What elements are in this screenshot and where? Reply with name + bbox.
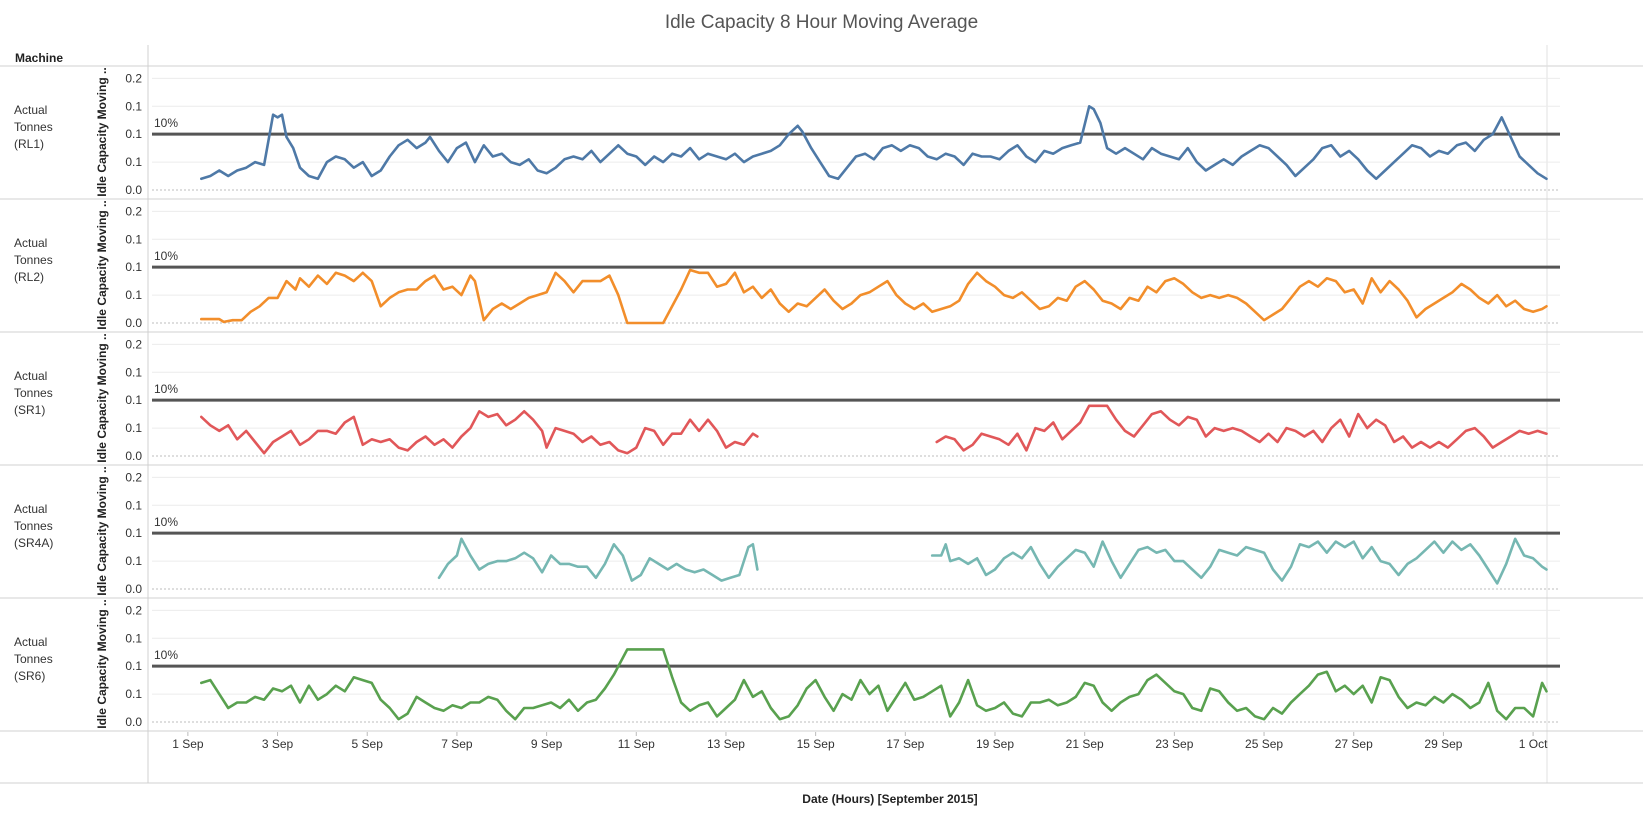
panel-5: 0.0 0.1 0.1 0.1 0.2 10% Actual Tonnes (SR6) Idle … xyxy=(0,599,1643,732)
row-label: (SR1) xyxy=(14,403,45,417)
x-tick-label: 5 Sep xyxy=(352,737,384,751)
row-header: Machine xyxy=(15,51,63,65)
x-tick-label: 23 Sep xyxy=(1155,737,1193,751)
series-line xyxy=(200,648,1548,721)
row-label: (SR4A) xyxy=(14,536,53,550)
y-axis-title: Idle Capacity Moving .. xyxy=(95,67,109,196)
row-label: Actual xyxy=(14,369,47,383)
chart-panels: 0.0 0.1 0.1 0.1 0.2 10% Actual Tonnes (RL1) Idle … xyxy=(0,67,1643,732)
y-tick-label: 0.0 xyxy=(125,449,142,463)
y-tick-label: 0.1 xyxy=(125,232,142,246)
y-tick-label: 0.1 xyxy=(125,687,142,701)
x-tick-label: 29 Sep xyxy=(1424,737,1462,751)
chart-title: Idle Capacity 8 Hour Moving Average xyxy=(664,12,979,33)
row-label: Tonnes xyxy=(14,519,53,533)
y-tick-label: 0.2 xyxy=(125,470,142,484)
row-label: Tonnes xyxy=(14,386,53,400)
y-tick-label: 0.1 xyxy=(125,99,142,113)
y-axis-title: Idle Capacity Moving .. xyxy=(95,466,109,595)
reference-label: 10% xyxy=(154,249,178,263)
x-tick-label: 9 Sep xyxy=(531,737,563,751)
x-tick-label: 1 Sep xyxy=(172,737,204,751)
x-tick-label: 13 Sep xyxy=(707,737,745,751)
panel-3: 0.0 0.1 0.1 0.1 0.2 10% Actual Tonnes (SR1) Idle … xyxy=(0,333,1643,466)
y-tick-label: 0.1 xyxy=(125,365,142,379)
y-tick-label: 0.2 xyxy=(125,204,142,218)
y-tick-label: 0.1 xyxy=(125,155,142,169)
x-axis-title: Date (Hours) [September 2015] xyxy=(802,792,977,806)
y-tick-label: 0.1 xyxy=(125,498,142,512)
row-label: (RL2) xyxy=(14,270,44,284)
y-axis-title: Idle Capacity Moving .. xyxy=(95,599,109,728)
y-tick-label: 0.1 xyxy=(125,127,142,141)
y-tick-label: 0.1 xyxy=(125,288,142,302)
y-axis-title: Idle Capacity Moving .. xyxy=(95,200,109,329)
panel-4: 0.0 0.1 0.1 0.1 0.2 10% Actual Tonnes (SR4A) Idle… xyxy=(0,466,1643,599)
y-axis-title: Idle Capacity Moving .. xyxy=(95,333,109,462)
x-tick-label: 3 Sep xyxy=(262,737,294,751)
y-tick-label: 0.2 xyxy=(125,71,142,85)
row-label: Actual xyxy=(14,103,47,117)
x-tick-label: 7 Sep xyxy=(441,737,473,751)
x-tick-label: 19 Sep xyxy=(976,737,1014,751)
panel-1: 0.0 0.1 0.1 0.1 0.2 10% Actual Tonnes (RL1) Idle … xyxy=(0,67,1643,200)
x-tick-label: 25 Sep xyxy=(1245,737,1283,751)
panel-2: 0.0 0.1 0.1 0.1 0.2 10% Actual Tonnes (RL2) Idle … xyxy=(0,200,1643,333)
series-line xyxy=(200,105,1548,181)
row-label: Actual xyxy=(14,635,47,649)
y-tick-label: 0.1 xyxy=(125,554,142,568)
row-label: (RL1) xyxy=(14,137,44,151)
y-tick-label: 0.1 xyxy=(125,659,142,673)
y-tick-label: 0.1 xyxy=(125,526,142,540)
row-label: Actual xyxy=(14,236,47,250)
row-label: Actual xyxy=(14,502,47,516)
y-tick-label: 0.2 xyxy=(125,603,142,617)
y-tick-label: 0.0 xyxy=(125,316,142,330)
y-tick-label: 0.1 xyxy=(125,421,142,435)
x-tick-label: 15 Sep xyxy=(797,737,835,751)
chart-frame xyxy=(0,45,1643,784)
x-axis: 1 Sep 3 Sep 5 Sep 7 Sep 9 Sep 11 Sep 13 Sep 15 … xyxy=(172,732,1548,751)
row-label: Tonnes xyxy=(14,253,53,267)
y-tick-label: 0.0 xyxy=(125,582,142,596)
series-line xyxy=(200,268,1548,325)
reference-label: 10% xyxy=(154,648,178,662)
series-line xyxy=(437,537,1548,585)
row-label: (SR6) xyxy=(14,669,45,683)
y-tick-label: 0.0 xyxy=(125,183,142,197)
y-tick-label: 0.1 xyxy=(125,260,142,274)
x-tick-label: 1 Oct xyxy=(1519,737,1548,751)
x-tick-label: 17 Sep xyxy=(886,737,924,751)
y-tick-label: 0.0 xyxy=(125,715,142,729)
x-tick-label: 11 Sep xyxy=(618,737,655,751)
x-tick-label: 27 Sep xyxy=(1335,737,1373,751)
series-line xyxy=(200,404,1548,455)
row-label: Tonnes xyxy=(14,652,53,666)
row-label: Tonnes xyxy=(14,120,53,134)
y-tick-label: 0.1 xyxy=(125,393,142,407)
reference-label: 10% xyxy=(154,116,178,130)
x-tick-label: 21 Sep xyxy=(1066,737,1104,751)
reference-label: 10% xyxy=(154,515,178,529)
reference-label: 10% xyxy=(154,382,178,396)
y-tick-label: 0.1 xyxy=(125,631,142,645)
y-tick-label: 0.2 xyxy=(125,337,142,351)
